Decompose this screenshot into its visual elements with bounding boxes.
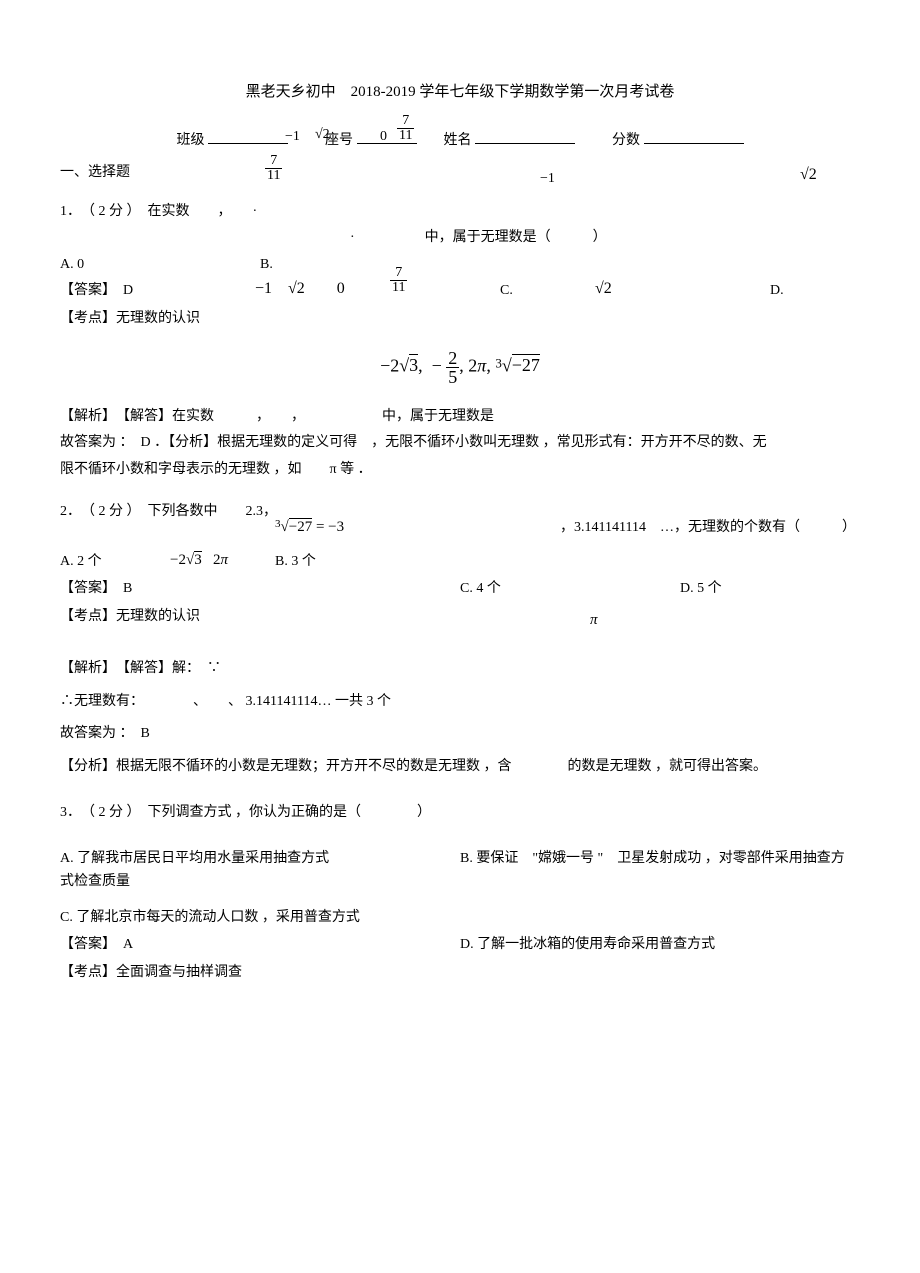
q1-options-row1: A. 0 B. bbox=[60, 254, 860, 276]
q3-optD: D. 了解一批冰箱的使用寿命采用普查方式 bbox=[460, 934, 715, 956]
question-3: 3． （ 2 分 ） 下列调查方式 ，你认为正确的是（ ） A. 了解我市居民日… bbox=[60, 802, 860, 984]
q1-optD: D. bbox=[770, 280, 784, 302]
q1-optA: A. 0 bbox=[60, 257, 84, 272]
q1-optC-formula: √2 bbox=[595, 276, 612, 302]
q2-stem: 2． （ 2 分 ） 下列各数中 2.3， 3√−27 = −3 ，3.1411… bbox=[60, 501, 860, 523]
q1-mid-frac: 7 11 bbox=[390, 266, 407, 295]
class-blank bbox=[208, 128, 288, 144]
q2-answer-row: 【答案】 B C. 4 个 D. 5 个 bbox=[60, 578, 860, 600]
q2-stem-b: ，3.141141114 …，无理数的个数有（ ） bbox=[560, 517, 856, 539]
question-2: 2． （ 2 分 ） 下列各数中 2.3， 3√−27 = −3 ，3.1411… bbox=[60, 501, 860, 778]
q1-optB: B. bbox=[260, 254, 273, 276]
q1-analysis3: 限不循环小数和字母表示的无理数 ，如 π 等 ． bbox=[60, 459, 860, 481]
q3-answer: 【答案】 A bbox=[60, 937, 133, 952]
header-formula-4: 7 11 bbox=[397, 114, 414, 143]
q1-answer: 【答案】 D bbox=[60, 283, 133, 298]
q2-optD: D. 5 个 bbox=[680, 578, 722, 600]
section-1-heading: 一、选择题 7 11 −1 √2 bbox=[60, 162, 860, 184]
q1-answer-row: 【答案】 D −1 √2 0 7 11 C. √2 D. bbox=[60, 280, 860, 302]
q1-center-formula: −2√3, − 25, 2π, 3√−27 bbox=[60, 349, 860, 386]
q2-analysis3: 故答案为 ： B bbox=[60, 723, 860, 745]
name-label: 姓名 bbox=[444, 133, 472, 148]
header-formula-5: 7 11 bbox=[265, 154, 282, 183]
header-formula-3: 0 bbox=[380, 126, 387, 148]
q2-optA: A. 2 个 bbox=[60, 554, 102, 569]
q3-options: A. 了解我市居民日平均用水量采用抽查方式 式检查质量 B. 要保证 "嫦娥一号… bbox=[60, 848, 860, 899]
q1-point: 【考点】无理数的认识 bbox=[60, 308, 860, 330]
q2-formula1: 3√−27 = −3 bbox=[275, 515, 344, 539]
header-formula-6: −1 bbox=[540, 168, 555, 190]
q3-answer-row: 【答案】 A D. 了解一批冰箱的使用寿命采用普查方式 bbox=[60, 934, 860, 956]
header-formula-1: −1 bbox=[285, 126, 300, 148]
q1-mid-formula: −1 √2 0 bbox=[255, 276, 377, 302]
q2-answer: 【答案】 B bbox=[60, 581, 132, 596]
q3-optA: A. 了解我市居民日平均用水量采用抽查方式 式检查质量 bbox=[60, 848, 460, 893]
q1-analysis2: 故答案为 ： D ．【分析】根据无理数的定义可得 ，无限不循环小数叫无理数 ，常… bbox=[60, 432, 860, 454]
score-blank bbox=[644, 128, 744, 144]
page-title: 黑老天乡初中 2018-2019 学年七年级下学期数学第一次月考试卷 bbox=[60, 80, 860, 104]
q2-options-row1: A. 2 个 −2√3 2π B. 3 个 bbox=[60, 551, 860, 573]
q1-stem-b: · 中，属于无理数是（ ） bbox=[60, 227, 860, 249]
header-formula-7: √2 bbox=[800, 162, 817, 188]
header-formula-2: √2 bbox=[315, 124, 330, 146]
q2-analysis4: 【分析】根据无限不循环的小数是无理数；开方开不尽的数是无理数 ，含 的数是无理数… bbox=[60, 756, 860, 778]
q1-stem-a: 1． （ 2 分 ） 在实数 ， · bbox=[60, 201, 860, 223]
question-1: 1． （ 2 分 ） 在实数 ， · · 中，属于无理数是（ ） A. 0 B.… bbox=[60, 201, 860, 481]
q2-analysis1: 【解析】 【解答】解： ∵ bbox=[60, 658, 860, 680]
q3-optB: B. 要保证 "嫦娥一号 " 卫星发射成功 ，对零部件采用抽查方 bbox=[460, 848, 860, 893]
q2-analysis2: ∴无理数有： 、 、 3.141141114… 一共 3 个 bbox=[60, 691, 860, 713]
q2-optB: B. 3 个 bbox=[275, 551, 316, 573]
q2-pi: π bbox=[590, 608, 598, 632]
q1-analysis1: 【解析】 【解答】在实数 ， ， 中，属于无理数是 bbox=[60, 406, 860, 428]
q2-formula2: −2√3 2π bbox=[170, 548, 228, 572]
score-label: 分数 bbox=[612, 133, 640, 148]
q3-stem: 3． （ 2 分 ） 下列调查方式 ，你认为正确的是（ ） bbox=[60, 802, 860, 824]
q2-point: 【考点】无理数的认识 π bbox=[60, 606, 860, 628]
q3-point: 【考点】全面调查与抽样调查 bbox=[60, 962, 860, 984]
q2-optC: C. 4 个 bbox=[460, 578, 501, 600]
q3-optC: C. 了解北京市每天的流动人口数 ，采用普查方式 bbox=[60, 907, 860, 929]
q1-optC: C. bbox=[500, 280, 513, 302]
class-label: 班级 bbox=[177, 133, 205, 148]
name-blank bbox=[475, 128, 575, 144]
form-header: 班级 −1 √2 座号 0 7 11 姓名 分数 bbox=[60, 128, 860, 152]
